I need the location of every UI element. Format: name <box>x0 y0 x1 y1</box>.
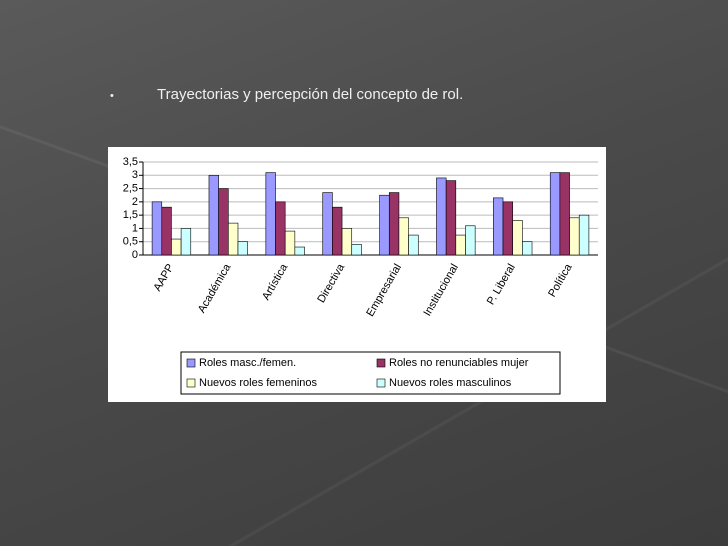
y-tick-label: 0 <box>132 249 138 261</box>
y-tick-label: 2 <box>132 196 138 208</box>
legend-label: Roles no renunciables mujer <box>389 357 529 369</box>
bar <box>208 174 219 256</box>
x-tick-label: Directiva <box>315 261 347 305</box>
chart: 00,5 11,52 2,533,5 AAPP Académica Artística Di… <box>108 147 606 402</box>
x-tick-label: Política <box>546 261 575 299</box>
legend-swatch <box>376 358 386 368</box>
y-tick-label: 0,5 <box>123 236 138 248</box>
x-tick-label: Empresarial <box>364 262 404 319</box>
bar <box>265 172 276 256</box>
x-tick-label: Artística <box>260 261 291 302</box>
bullet: • <box>110 90 114 102</box>
bar <box>388 192 400 256</box>
y-tick-label: 1 <box>132 222 138 234</box>
bar <box>502 201 513 256</box>
bar <box>322 192 333 256</box>
bar <box>522 241 533 256</box>
legend-label: Roles masc./femen. <box>199 357 296 369</box>
bar <box>228 222 239 256</box>
bar <box>351 244 362 256</box>
y-tick-label: 3 <box>132 169 138 181</box>
bar <box>436 177 447 256</box>
bar <box>465 225 476 256</box>
x-tick-label: Institucional <box>421 262 460 318</box>
bar <box>455 234 466 256</box>
bar <box>493 197 504 256</box>
bar <box>445 180 457 256</box>
bar <box>275 201 286 256</box>
legend-label: Nuevos roles femeninos <box>199 377 318 389</box>
bar <box>294 246 305 256</box>
bar <box>408 234 419 256</box>
bar <box>549 172 561 256</box>
y-tick-label: 3,5 <box>123 156 138 168</box>
x-tick-label: AAPP <box>151 262 176 293</box>
legend-swatch <box>186 378 196 388</box>
bar <box>512 220 523 256</box>
bar <box>151 201 163 256</box>
bar <box>237 241 248 256</box>
bar <box>578 214 590 256</box>
legend-box <box>180 351 561 395</box>
bar <box>180 228 192 256</box>
bar <box>379 194 390 256</box>
bar <box>218 188 229 256</box>
bar <box>398 217 409 256</box>
bullet-text: Trayectorias y percepción del concepto d… <box>157 86 464 103</box>
legend-swatch <box>376 378 386 388</box>
bar <box>332 206 343 256</box>
x-tick-label: Académica <box>196 261 234 315</box>
bar <box>569 217 580 256</box>
bar <box>171 238 182 256</box>
legend-label: Nuevos roles masculinos <box>389 377 512 389</box>
bar <box>284 230 296 256</box>
y-tick-label: 1,5 <box>123 209 138 221</box>
bar <box>559 172 570 256</box>
bar <box>161 206 172 256</box>
x-tick-label: P. Liberal <box>485 262 518 307</box>
legend-swatch <box>186 358 196 368</box>
y-tick-label: 2,5 <box>123 182 138 194</box>
bar <box>341 228 353 256</box>
